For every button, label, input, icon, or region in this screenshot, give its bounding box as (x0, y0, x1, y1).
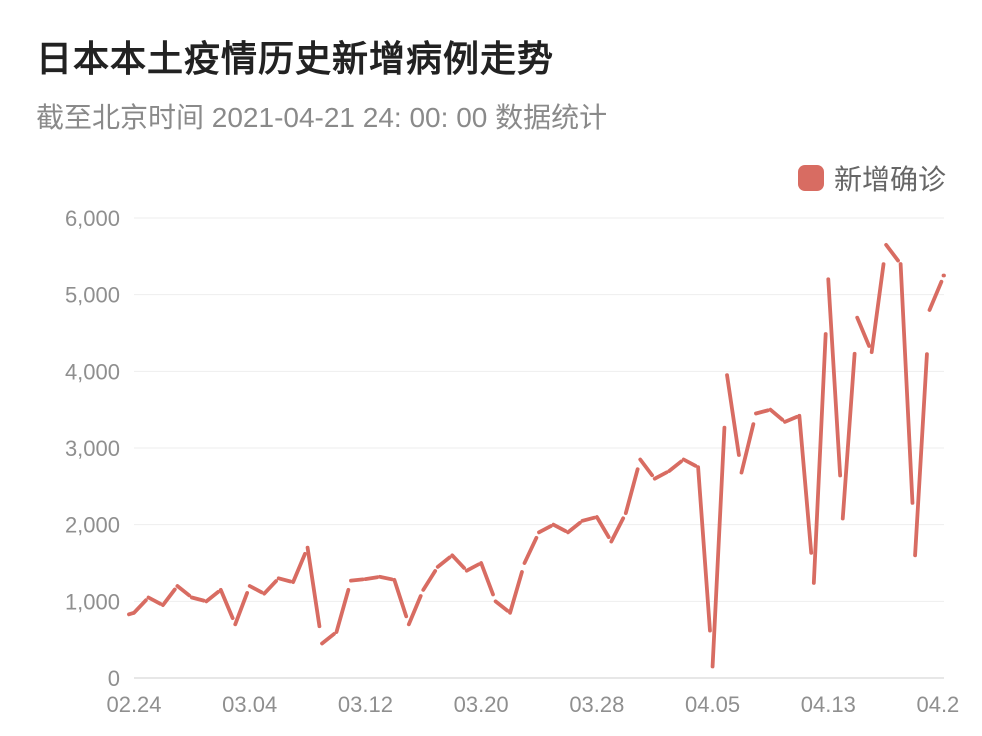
svg-text:5,000: 5,000 (65, 283, 120, 308)
svg-text:03.04: 03.04 (222, 692, 277, 717)
chart-plot-area: 0 1,000 2,000 3,000 4,000 5,000 6,000 02.24 03.0… (36, 206, 960, 726)
chart-subtitle: 截至北京时间 2021-04-21 24: 00: 00 数据统计 (36, 96, 960, 136)
line-chart-svg: 0 1,000 2,000 3,000 4,000 5,000 6,000 02.24 03.0… (36, 206, 960, 726)
svg-text:0: 0 (108, 666, 120, 691)
svg-text:2,000: 2,000 (65, 513, 120, 538)
svg-text:04.21: 04.21 (916, 692, 960, 717)
svg-text:3,000: 3,000 (65, 436, 120, 461)
svg-text:04.05: 04.05 (685, 692, 740, 717)
svg-text:4,000: 4,000 (65, 359, 120, 384)
legend-swatch-icon (798, 165, 824, 191)
svg-text:03.12: 03.12 (338, 692, 393, 717)
svg-text:04.13: 04.13 (801, 692, 856, 717)
svg-text:02.24: 02.24 (106, 692, 161, 717)
svg-text:03.28: 03.28 (569, 692, 624, 717)
chart-container: 日本本土疫情历史新增病例走势 截至北京时间 2021-04-21 24: 00:… (0, 0, 982, 736)
svg-text:1,000: 1,000 (65, 589, 120, 614)
svg-text:03.20: 03.20 (454, 692, 509, 717)
chart-title: 日本本土疫情历史新增病例走势 (36, 30, 960, 82)
svg-text:6,000: 6,000 (65, 206, 120, 231)
chart-legend: 新增确诊 (36, 158, 960, 198)
legend-label: 新增确诊 (834, 158, 946, 198)
